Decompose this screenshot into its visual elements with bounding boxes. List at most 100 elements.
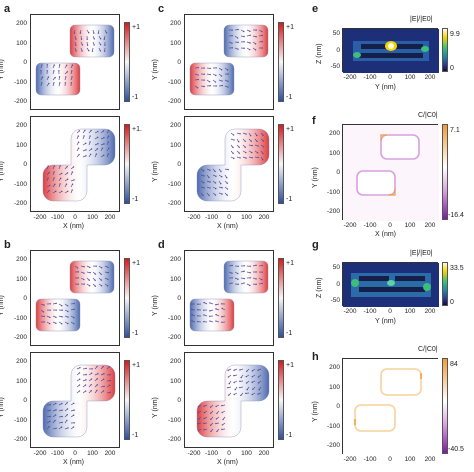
x-axis-label: X (nm) — [63, 459, 84, 466]
colorbar-h-max: 84 — [450, 361, 458, 368]
f-x-label: X (nm) — [375, 231, 396, 238]
h-x-tick: 100 — [404, 456, 416, 463]
e-ytick: 200 — [424, 74, 436, 81]
y-tick-label: 200 — [16, 20, 27, 27]
y-tick-label: 0 — [23, 295, 27, 302]
colorbar-a-max: +1. — [132, 126, 142, 133]
e-ztick: 0 — [336, 47, 340, 54]
y-tick-label: 100 — [16, 275, 27, 283]
x-tick-label: -100 — [204, 450, 218, 457]
chirality-map-f — [342, 124, 439, 221]
panel-label-a: a — [4, 3, 11, 15]
x-tick-label: 100 — [241, 214, 252, 221]
colorbar-a-max: +1 — [132, 24, 140, 31]
colorbar-a-0 — [124, 22, 130, 102]
y-tick-label: -100 — [13, 78, 27, 86]
y-tick-label: -200 — [167, 334, 181, 341]
y-tick-label: 0 — [23, 59, 27, 66]
e-ytick: -100 — [363, 74, 377, 81]
x-tick-label: 200 — [258, 450, 270, 457]
colorbar-f-max: 7.1 — [450, 127, 460, 134]
x-axis-label: X (nm) — [217, 459, 238, 466]
y-tick-label: 200 — [16, 256, 27, 263]
y-tick-label: 0 — [177, 295, 181, 302]
y-tick-label: 0 — [177, 59, 181, 66]
h-x-tick: -100 — [363, 456, 377, 463]
x-tick-label: 200 — [104, 450, 116, 457]
y-tick-label: -200 — [167, 98, 181, 105]
y-axis-label: Y (nm) — [0, 161, 5, 182]
h-y-tick: 200 — [329, 364, 340, 371]
colorbar-e — [442, 28, 448, 72]
field-map-g — [342, 262, 439, 307]
y-tick-label: -100 — [167, 416, 181, 424]
f-y-tick: -200 — [326, 208, 340, 215]
x-tick-label: 0 — [227, 450, 231, 457]
h-x-tick: 0 — [388, 456, 392, 463]
colorbar-d-min: -1 — [286, 432, 293, 439]
y-tick-label: 0 — [23, 161, 27, 168]
y-tick-label: -200 — [13, 334, 27, 341]
s-shape-map-a — [30, 116, 120, 212]
g-ytick: 200 — [424, 308, 436, 315]
x-tick-label: 100 — [87, 214, 98, 221]
y-tick-label: 200 — [16, 122, 27, 129]
x-tick-label: 0 — [73, 450, 77, 457]
colorbar-g-max: 33.5 — [450, 265, 464, 272]
panel-label-f: f — [312, 115, 316, 127]
y-axis-label: Y (nm) — [152, 59, 159, 80]
f-y-label: Y (nm) — [312, 167, 319, 188]
colorbar-d-0 — [278, 258, 284, 338]
colorbar-e-title: |E|/|E0| — [410, 16, 433, 23]
x-tick-label: -100 — [50, 214, 64, 221]
f-y-tick: 100 — [329, 149, 340, 157]
colorbar-h-min: -40.5 — [448, 446, 464, 453]
x-tick-label: 200 — [258, 214, 270, 221]
y-tick-label: 100 — [170, 141, 181, 149]
e-z-label: Z (nm) — [316, 43, 323, 64]
colorbar-c-1 — [278, 124, 284, 204]
y-tick-label: -100 — [13, 180, 27, 188]
y-tick-label: 200 — [16, 358, 27, 365]
y-axis-label: Y (nm) — [152, 295, 159, 316]
g-ztick: 0 — [336, 281, 340, 288]
colorbar-c-min: -1 — [286, 196, 293, 203]
y-tick-label: 200 — [170, 122, 181, 129]
x-tick-label: 0 — [73, 214, 77, 221]
y-tick-label: 200 — [170, 20, 181, 27]
s-shape-map-b — [30, 352, 120, 448]
y-tick-label: 100 — [170, 39, 181, 47]
panel-label-e: e — [312, 3, 319, 15]
y-axis-label: Y (nm) — [152, 161, 159, 182]
x-tick-label: -100 — [50, 450, 64, 457]
colorbar-e-max: 9.9 — [450, 31, 460, 38]
s-shape-map-d — [184, 352, 274, 448]
y-tick-label: -100 — [13, 416, 27, 424]
y-axis-label: Y (nm) — [152, 397, 159, 418]
dimer-map-a — [30, 14, 120, 110]
f-x-tick: 0 — [388, 222, 392, 229]
f-x-tick: 200 — [424, 222, 436, 229]
h-y-label: Y (nm) — [312, 401, 319, 422]
y-tick-label: 100 — [16, 39, 27, 47]
colorbar-h-title: C/|C0| — [418, 346, 438, 353]
g-ytick: 0 — [388, 308, 392, 315]
y-tick-label: -200 — [13, 98, 27, 105]
colorbar-d-max: +1 — [286, 362, 294, 369]
y-axis-label: Y (nm) — [0, 59, 5, 80]
chirality-map-h — [342, 358, 439, 455]
y-tick-label: -100 — [13, 314, 27, 322]
colorbar-f-title: C/|C0| — [418, 112, 438, 119]
y-tick-label: 0 — [177, 397, 181, 404]
x-axis-label: X (nm) — [217, 223, 238, 230]
colorbar-b-max: +1 — [132, 260, 140, 267]
colorbar-g — [442, 262, 448, 306]
colorbar-c-max: +1 — [286, 24, 294, 31]
g-z-label: Z (nm) — [316, 277, 323, 298]
f-x-tick: -100 — [363, 222, 377, 229]
g-ztick: -50 — [330, 297, 340, 304]
y-axis-label: Y (nm) — [0, 397, 5, 418]
colorbar-b-min: -1 — [132, 330, 139, 337]
dimer-map-b — [30, 250, 120, 346]
h-x-tick: 200 — [424, 456, 436, 463]
